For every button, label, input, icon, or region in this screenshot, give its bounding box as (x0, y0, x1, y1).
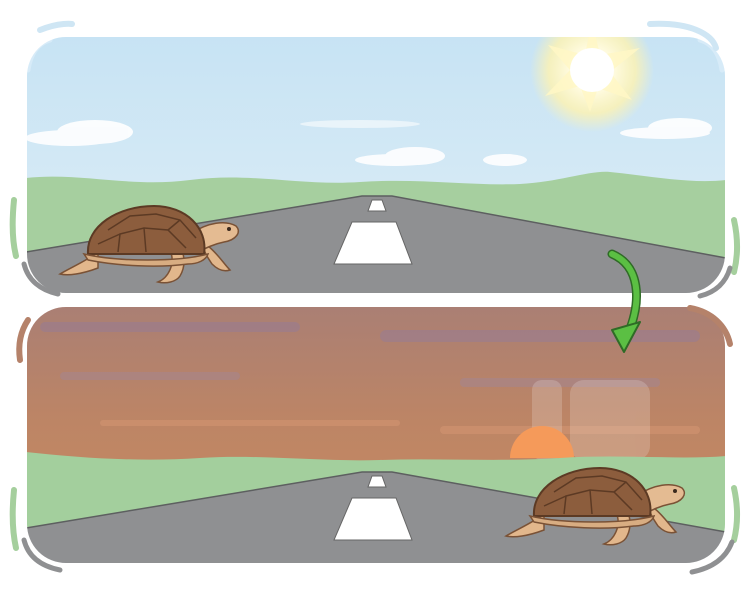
frame-decorations (9, 20, 740, 575)
sun-icon (530, 36, 654, 132)
sunset-road-marking-far (367, 475, 387, 488)
sunset-road-marking-near (333, 497, 413, 541)
tortoise-sunset (504, 466, 686, 546)
sunset-panel (26, 306, 726, 564)
day-road-marking-near (333, 221, 413, 265)
time-passes-arrow-icon (607, 249, 641, 353)
tortoise-day (58, 204, 240, 284)
day-panel (26, 36, 726, 294)
sunset-sun-icon (510, 426, 574, 458)
clouds (26, 118, 712, 166)
day-road-marking-far (367, 199, 387, 212)
